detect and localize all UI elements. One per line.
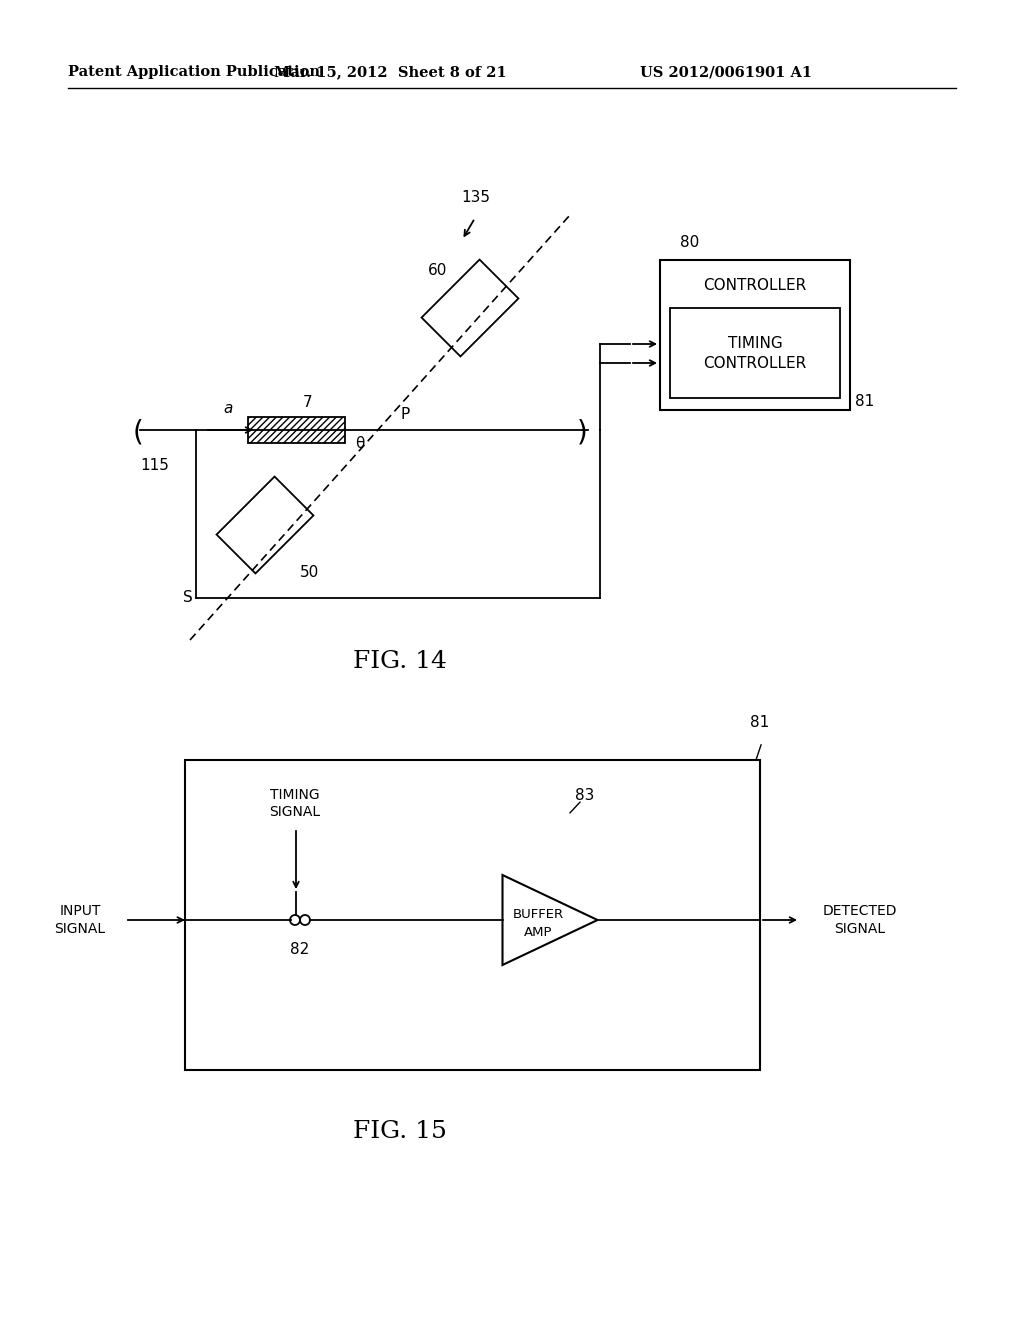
Text: ): ): [577, 418, 588, 446]
Bar: [248, 417, 345, 444]
Text: 82: 82: [291, 942, 309, 957]
Text: 135: 135: [462, 190, 490, 205]
Text: AMP: AMP: [523, 925, 552, 939]
Text: Patent Application Publication: Patent Application Publication: [68, 65, 319, 79]
Text: SIGNAL: SIGNAL: [269, 805, 321, 818]
Text: θ: θ: [355, 436, 365, 451]
Text: (: (: [133, 418, 143, 446]
Text: 7: 7: [303, 395, 312, 411]
Text: TIMING: TIMING: [270, 788, 319, 803]
Text: a: a: [223, 401, 232, 416]
Bar: [660, 260, 850, 411]
Text: 80: 80: [680, 235, 699, 249]
Text: S: S: [183, 590, 193, 605]
Text: FIG. 15: FIG. 15: [353, 1119, 446, 1143]
Text: P: P: [400, 407, 410, 422]
Text: DETECTED
SIGNAL: DETECTED SIGNAL: [822, 904, 897, 936]
Text: CONTROLLER: CONTROLLER: [703, 355, 807, 371]
Text: CONTROLLER: CONTROLLER: [703, 279, 807, 293]
Text: 81: 81: [855, 395, 874, 409]
Text: TIMING: TIMING: [728, 337, 782, 351]
Text: US 2012/0061901 A1: US 2012/0061901 A1: [640, 65, 812, 79]
Text: 83: 83: [575, 788, 594, 803]
Polygon shape: [503, 875, 597, 965]
Text: BUFFER: BUFFER: [512, 908, 563, 921]
Text: 50: 50: [300, 565, 319, 579]
Polygon shape: [216, 477, 313, 573]
Text: 115: 115: [140, 458, 169, 473]
Bar: [185, 760, 760, 1071]
Bar: [670, 308, 840, 399]
Text: 81: 81: [750, 715, 769, 730]
Polygon shape: [422, 260, 518, 356]
Text: 60: 60: [428, 263, 447, 279]
Text: INPUT
SIGNAL: INPUT SIGNAL: [54, 904, 105, 936]
Text: Mar. 15, 2012  Sheet 8 of 21: Mar. 15, 2012 Sheet 8 of 21: [273, 65, 507, 79]
Text: FIG. 14: FIG. 14: [353, 649, 446, 673]
